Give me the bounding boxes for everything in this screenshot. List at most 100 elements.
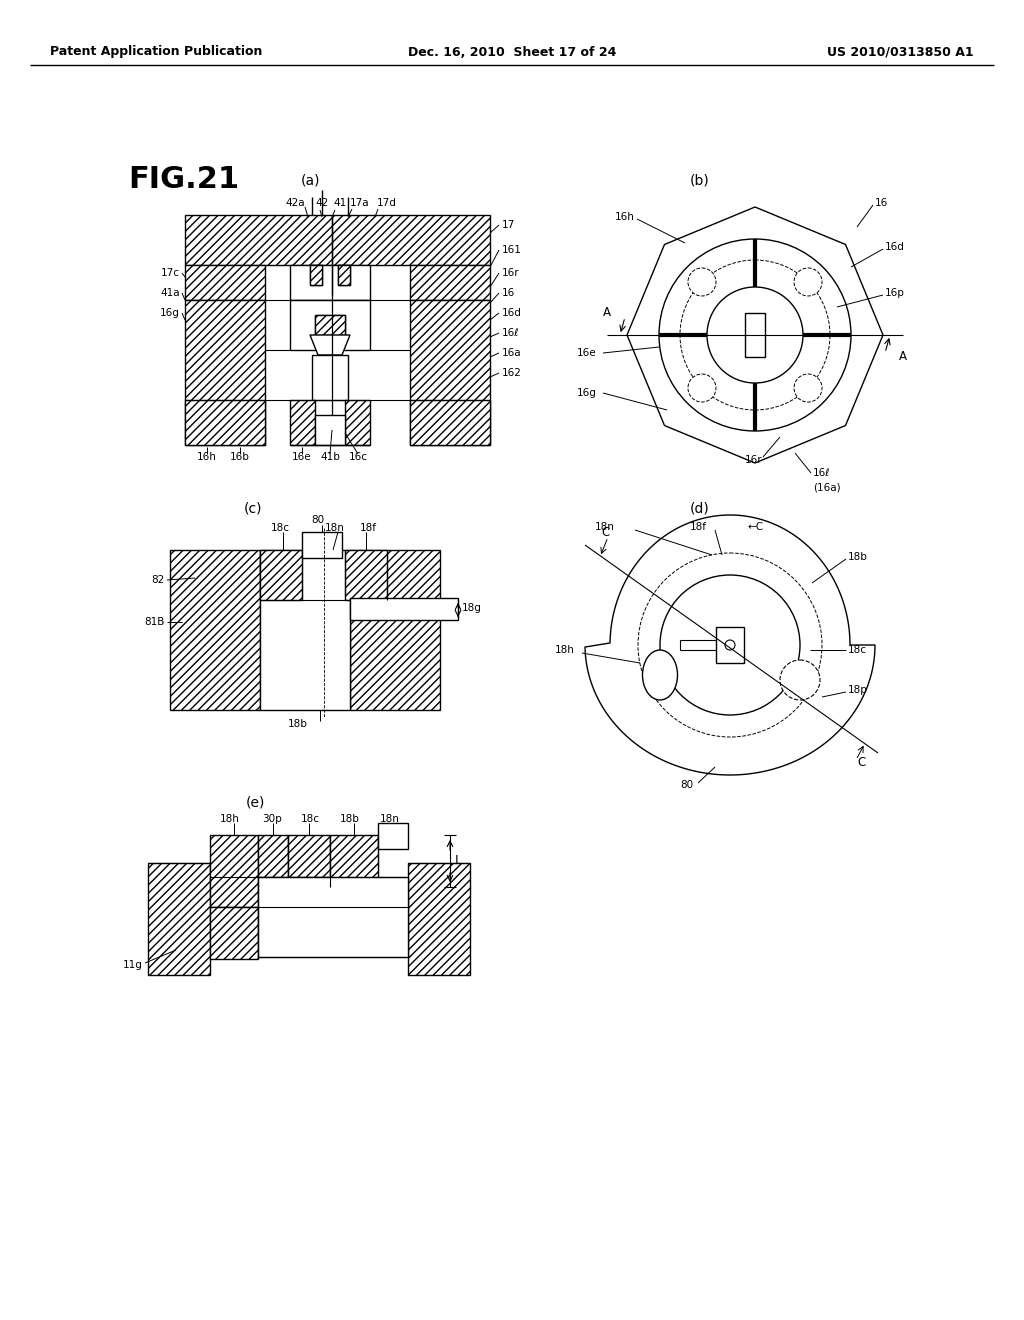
Text: 18n: 18n [325, 523, 345, 533]
Circle shape [707, 286, 803, 383]
Text: 16ℓ: 16ℓ [502, 327, 519, 338]
Bar [290, 300, 370, 350]
Text: (16a): (16a) [813, 482, 841, 492]
Polygon shape [627, 207, 883, 463]
Circle shape [725, 640, 735, 649]
Text: US 2010/0313850 A1: US 2010/0313850 A1 [827, 45, 974, 58]
Text: 82: 82 [152, 576, 165, 585]
Circle shape [659, 239, 851, 432]
Text: 18g: 18g [462, 603, 482, 612]
Text: 16g: 16g [577, 388, 597, 399]
Text: 16h: 16h [197, 451, 217, 462]
Text: 18f: 18f [359, 523, 377, 533]
Text: Dec. 16, 2010  Sheet 17 of 24: Dec. 16, 2010 Sheet 17 of 24 [408, 45, 616, 58]
Bar [185, 215, 490, 265]
Bar [258, 836, 288, 876]
Bar [290, 400, 315, 445]
Text: (a): (a) [300, 173, 319, 187]
Text: C: C [601, 527, 609, 540]
Text: FIG.21: FIG.21 [128, 165, 240, 194]
Text: 162: 162 [502, 368, 522, 378]
Text: 80: 80 [680, 780, 693, 789]
Text: 18p: 18p [848, 685, 868, 696]
Text: 16d: 16d [885, 242, 905, 252]
Bar [345, 400, 370, 445]
Bar [170, 550, 260, 710]
Text: 18f: 18f [690, 521, 707, 532]
Text: 16d: 16d [502, 308, 522, 318]
Polygon shape [585, 515, 874, 775]
Circle shape [780, 660, 820, 700]
Circle shape [688, 374, 716, 403]
Bar [260, 550, 302, 601]
Bar [338, 265, 350, 285]
Text: 18c: 18c [848, 645, 867, 655]
Bar [410, 300, 490, 445]
Text: 81B: 81B [144, 616, 165, 627]
Bar [260, 550, 350, 710]
Bar [345, 550, 387, 601]
Bar [338, 265, 350, 285]
Circle shape [660, 576, 800, 715]
Bar [410, 265, 490, 300]
Text: 18h: 18h [555, 645, 574, 655]
Text: 161: 161 [502, 246, 522, 255]
Bar [312, 355, 348, 400]
Text: 16a: 16a [502, 348, 521, 358]
Text: 16e: 16e [292, 451, 312, 462]
Text: 16r: 16r [745, 455, 763, 465]
Bar [210, 836, 258, 907]
Bar [350, 550, 440, 710]
Text: 18b: 18b [848, 552, 868, 562]
Bar [330, 836, 378, 887]
Text: 18b: 18b [340, 814, 360, 824]
Bar [258, 876, 408, 957]
Bar [302, 532, 342, 558]
Text: 42: 42 [315, 198, 329, 209]
Text: 18b: 18b [288, 719, 308, 729]
Text: 16g: 16g [160, 308, 180, 318]
Bar [408, 863, 470, 975]
Text: 16: 16 [874, 198, 888, 209]
Text: 17a: 17a [350, 198, 370, 209]
Polygon shape [310, 335, 350, 355]
Text: A: A [899, 351, 907, 363]
Text: 41a: 41a [161, 288, 180, 298]
Text: 18c: 18c [270, 523, 290, 533]
Text: 30p: 30p [262, 814, 282, 824]
Text: 41: 41 [334, 198, 347, 209]
Text: ←C: ←C [748, 521, 764, 532]
Bar [290, 265, 370, 300]
Text: 18c: 18c [300, 814, 319, 824]
Bar [745, 313, 765, 356]
Bar [716, 627, 744, 663]
Bar [315, 315, 345, 335]
Text: 18n: 18n [595, 521, 615, 532]
Text: (e): (e) [246, 795, 264, 809]
Bar [350, 598, 458, 620]
Text: 16b: 16b [230, 451, 250, 462]
Bar [378, 822, 408, 849]
Ellipse shape [642, 649, 678, 700]
Text: (c): (c) [244, 502, 262, 515]
Text: 11g: 11g [123, 960, 143, 970]
Text: 17d: 17d [377, 198, 397, 209]
Text: 18n: 18n [380, 814, 400, 824]
Bar [315, 315, 345, 335]
Bar [315, 414, 345, 445]
Bar [310, 265, 322, 285]
Circle shape [794, 374, 822, 403]
Text: C: C [858, 756, 866, 770]
Bar [210, 907, 258, 960]
Text: Patent Application Publication: Patent Application Publication [50, 45, 262, 58]
Text: (d): (d) [690, 502, 710, 515]
Bar [185, 300, 265, 445]
Bar [148, 863, 210, 975]
Text: 16c: 16c [348, 451, 368, 462]
Text: 80: 80 [311, 515, 325, 525]
Text: 17: 17 [502, 220, 515, 230]
Text: 16r: 16r [502, 268, 519, 279]
Text: (b): (b) [690, 173, 710, 187]
Circle shape [688, 268, 716, 296]
Text: 16: 16 [502, 288, 515, 298]
